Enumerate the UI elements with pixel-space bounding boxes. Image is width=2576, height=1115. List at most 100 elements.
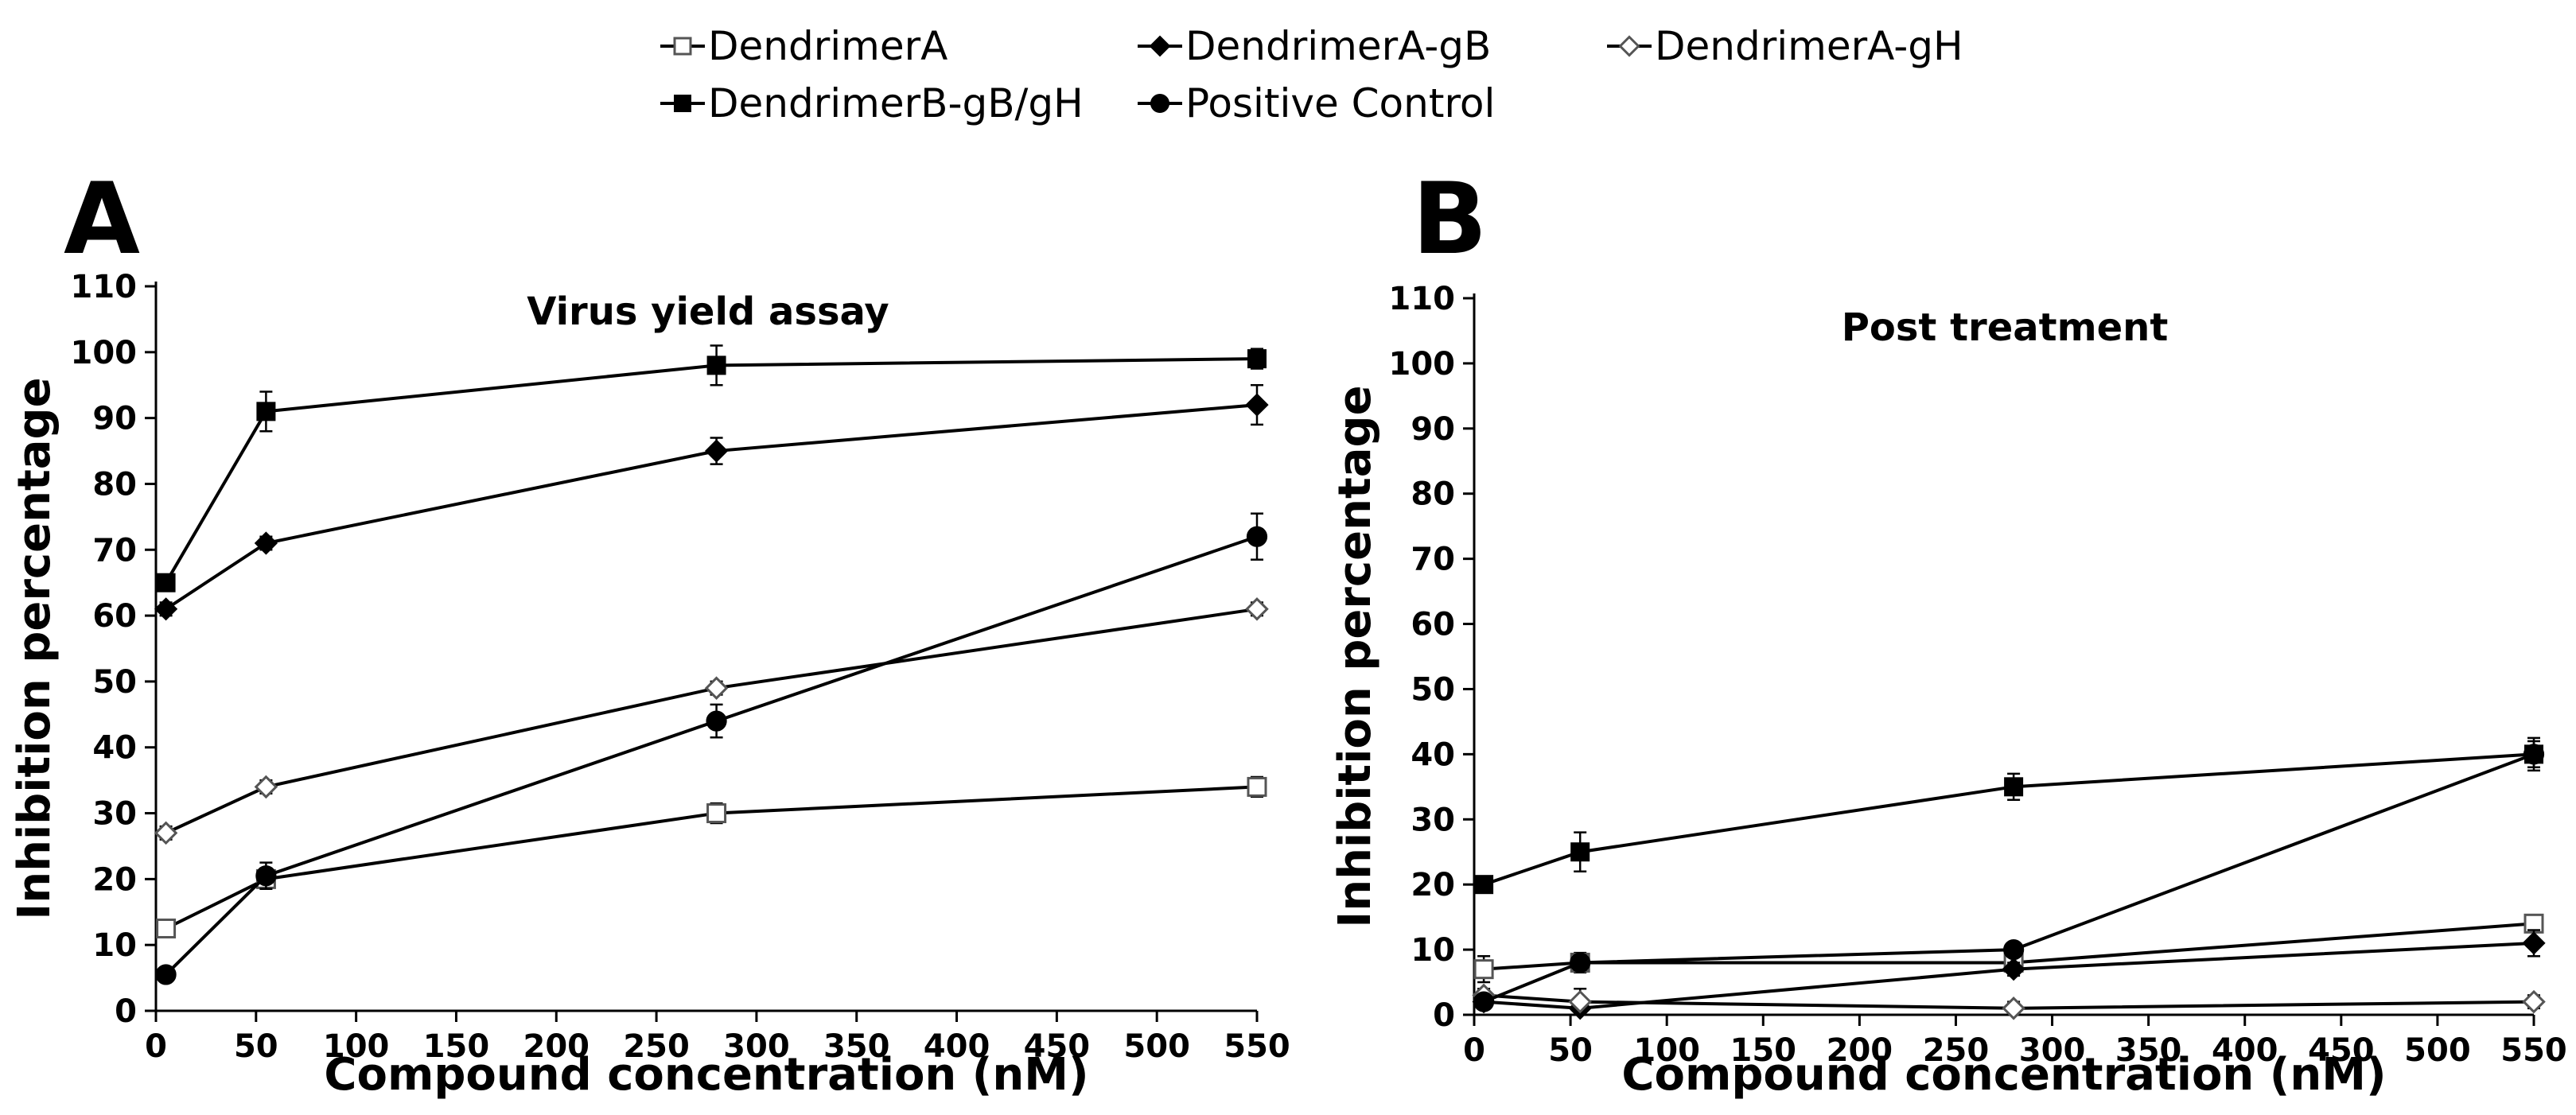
panel-a-title: Virus yield assay — [527, 289, 889, 334]
data-point — [1247, 349, 1267, 369]
panel-a-y-tick-label: 60 — [92, 598, 137, 635]
data-point — [706, 355, 726, 375]
panel-b-x-tick-label: 200 — [1827, 1032, 1893, 1069]
data-point — [1245, 393, 1269, 417]
data-point — [256, 402, 276, 422]
legend-marker-bgbgh — [674, 95, 691, 112]
legend: DendrimerA DendrimerA-gB DendrimerA-gH Dend… — [660, 23, 1963, 126]
series-line — [165, 785, 1258, 930]
data-point — [1245, 597, 1269, 621]
data-point — [704, 439, 729, 463]
panel-b-letter: B — [1412, 162, 1488, 277]
legend-label: Positive Control — [1185, 80, 1495, 126]
series-line — [165, 534, 1258, 976]
panel-a-y-tick-label: 100 — [71, 335, 138, 371]
data-point — [706, 803, 727, 824]
data-point — [706, 710, 727, 732]
panel-a-x-tick-label: 50 — [234, 1028, 278, 1065]
panel-b-y-tick-label: 0 — [1433, 997, 1455, 1034]
data-point — [155, 964, 177, 985]
legend-entry-pc: Positive Control — [1138, 80, 1495, 126]
series-line — [165, 607, 1258, 835]
panel-b-y-tick-label: 30 — [1411, 802, 1455, 838]
panel-b-x-tick-label: 400 — [2212, 1032, 2278, 1069]
panel-b-series-bgbgh — [1474, 736, 2543, 895]
panel-a-x-tick-label: 150 — [423, 1028, 490, 1065]
data-point — [2522, 989, 2546, 1014]
legend-entry-a: DendrimerA — [660, 23, 948, 69]
panel-a-series-agh — [154, 597, 1269, 845]
panel-b-y-tick-label: 20 — [1411, 867, 1455, 903]
panel-a-x-tick-label: 250 — [623, 1028, 690, 1065]
panel-b-y-tick-label: 110 — [1389, 281, 1456, 317]
panel-b-series-agh — [1472, 983, 2546, 1020]
series-line — [1483, 941, 2535, 1010]
data-point — [154, 597, 178, 621]
panel-a-y-tick-label: 70 — [92, 532, 137, 569]
panel-b-x-tick-label: 300 — [2019, 1032, 2086, 1069]
data-point — [704, 676, 729, 700]
legend-label: DendrimerA-gB — [1185, 23, 1491, 69]
panel-b-x-tick-label: 50 — [1548, 1032, 1593, 1069]
series-line — [1483, 922, 2535, 971]
data-point — [255, 865, 277, 887]
panel-a-x-tick-label: 200 — [523, 1028, 590, 1065]
data-point — [2522, 931, 2546, 955]
data-point — [1570, 952, 1591, 973]
legend-label: DendrimerB-gB/gH — [708, 80, 1084, 126]
legend-marker-a — [673, 37, 692, 56]
panel-a-y-tick-label: 0 — [115, 993, 137, 1030]
series-line — [164, 357, 1258, 584]
panel-a-y-tick-label: 30 — [92, 796, 137, 833]
panel-a-x-tick-label: 0 — [145, 1028, 167, 1065]
data-point — [2004, 777, 2024, 797]
panel-b-x-axis-label: Compound concentration (nM) — [1621, 1049, 2386, 1101]
data-point — [254, 775, 278, 799]
series-line — [1483, 993, 2535, 1010]
panel-b-y-tick-label: 70 — [1411, 542, 1455, 578]
panel-a-series-pc — [155, 512, 1268, 985]
panel-a-x-tick-label: 400 — [924, 1028, 990, 1065]
panel-a-y-tick-label: 40 — [92, 730, 137, 767]
panel-a-y-tick-label: 80 — [92, 466, 137, 503]
data-point — [1473, 959, 1494, 980]
data-point — [1570, 842, 1590, 862]
panel-a-y-tick-label: 90 — [92, 401, 137, 437]
panel-b-y-tick-label: 40 — [1411, 736, 1455, 773]
panel-a-series-bgbgh — [156, 344, 1267, 592]
panel-b-y-tick-label: 80 — [1411, 476, 1455, 513]
legend-label: DendrimerA-gH — [1655, 23, 1963, 69]
data-point — [2002, 958, 2025, 981]
data-point — [1246, 526, 1268, 547]
panel-a-x-axis-label: Compound concentration (nM) — [324, 1049, 1088, 1101]
data-point — [1247, 776, 1267, 797]
legend-entry-agb: DendrimerA-gB — [1138, 23, 1491, 69]
panel-b-x-tick-label: 0 — [1463, 1032, 1485, 1069]
data-point — [254, 531, 278, 555]
panel-b-x-tick-label: 450 — [2308, 1032, 2375, 1069]
panel-b-y-tick-label: 10 — [1411, 932, 1455, 969]
panel-b-x-tick-label: 500 — [2404, 1032, 2471, 1069]
data-point — [1474, 875, 1494, 895]
data-point — [154, 821, 178, 845]
panel-a-series-agb — [154, 383, 1269, 621]
panel-b-y-axis-label: Inhibition percentage — [1329, 385, 1381, 927]
panel-b-x-tick-label: 350 — [2115, 1032, 2182, 1069]
panel-b-y-tick-label: 100 — [1389, 346, 1456, 383]
panel-b-x-tick-label: 100 — [1633, 1032, 1700, 1069]
panel-b-y-tick-label: 60 — [1411, 607, 1455, 643]
legend-entry-agh: DendrimerA-gH — [1607, 23, 1963, 69]
panel-b-x-tick-label: 250 — [1923, 1032, 1990, 1069]
series-line — [165, 403, 1258, 611]
panel-b-title: Post treatment — [1842, 305, 2169, 350]
legend-marker-agb — [1149, 35, 1171, 57]
data-point — [2003, 938, 2025, 961]
legend-label: DendrimerA — [708, 23, 948, 69]
panel-a-letter: A — [64, 162, 140, 277]
series-line — [1483, 752, 2535, 887]
panel-a-series-a — [156, 775, 1267, 938]
data-point — [1568, 989, 1592, 1014]
panel-a-x-tick-label: 450 — [1024, 1028, 1091, 1065]
panel-b-series-pc — [1473, 740, 2545, 1012]
panel-a-y-tick-label: 20 — [92, 861, 137, 898]
